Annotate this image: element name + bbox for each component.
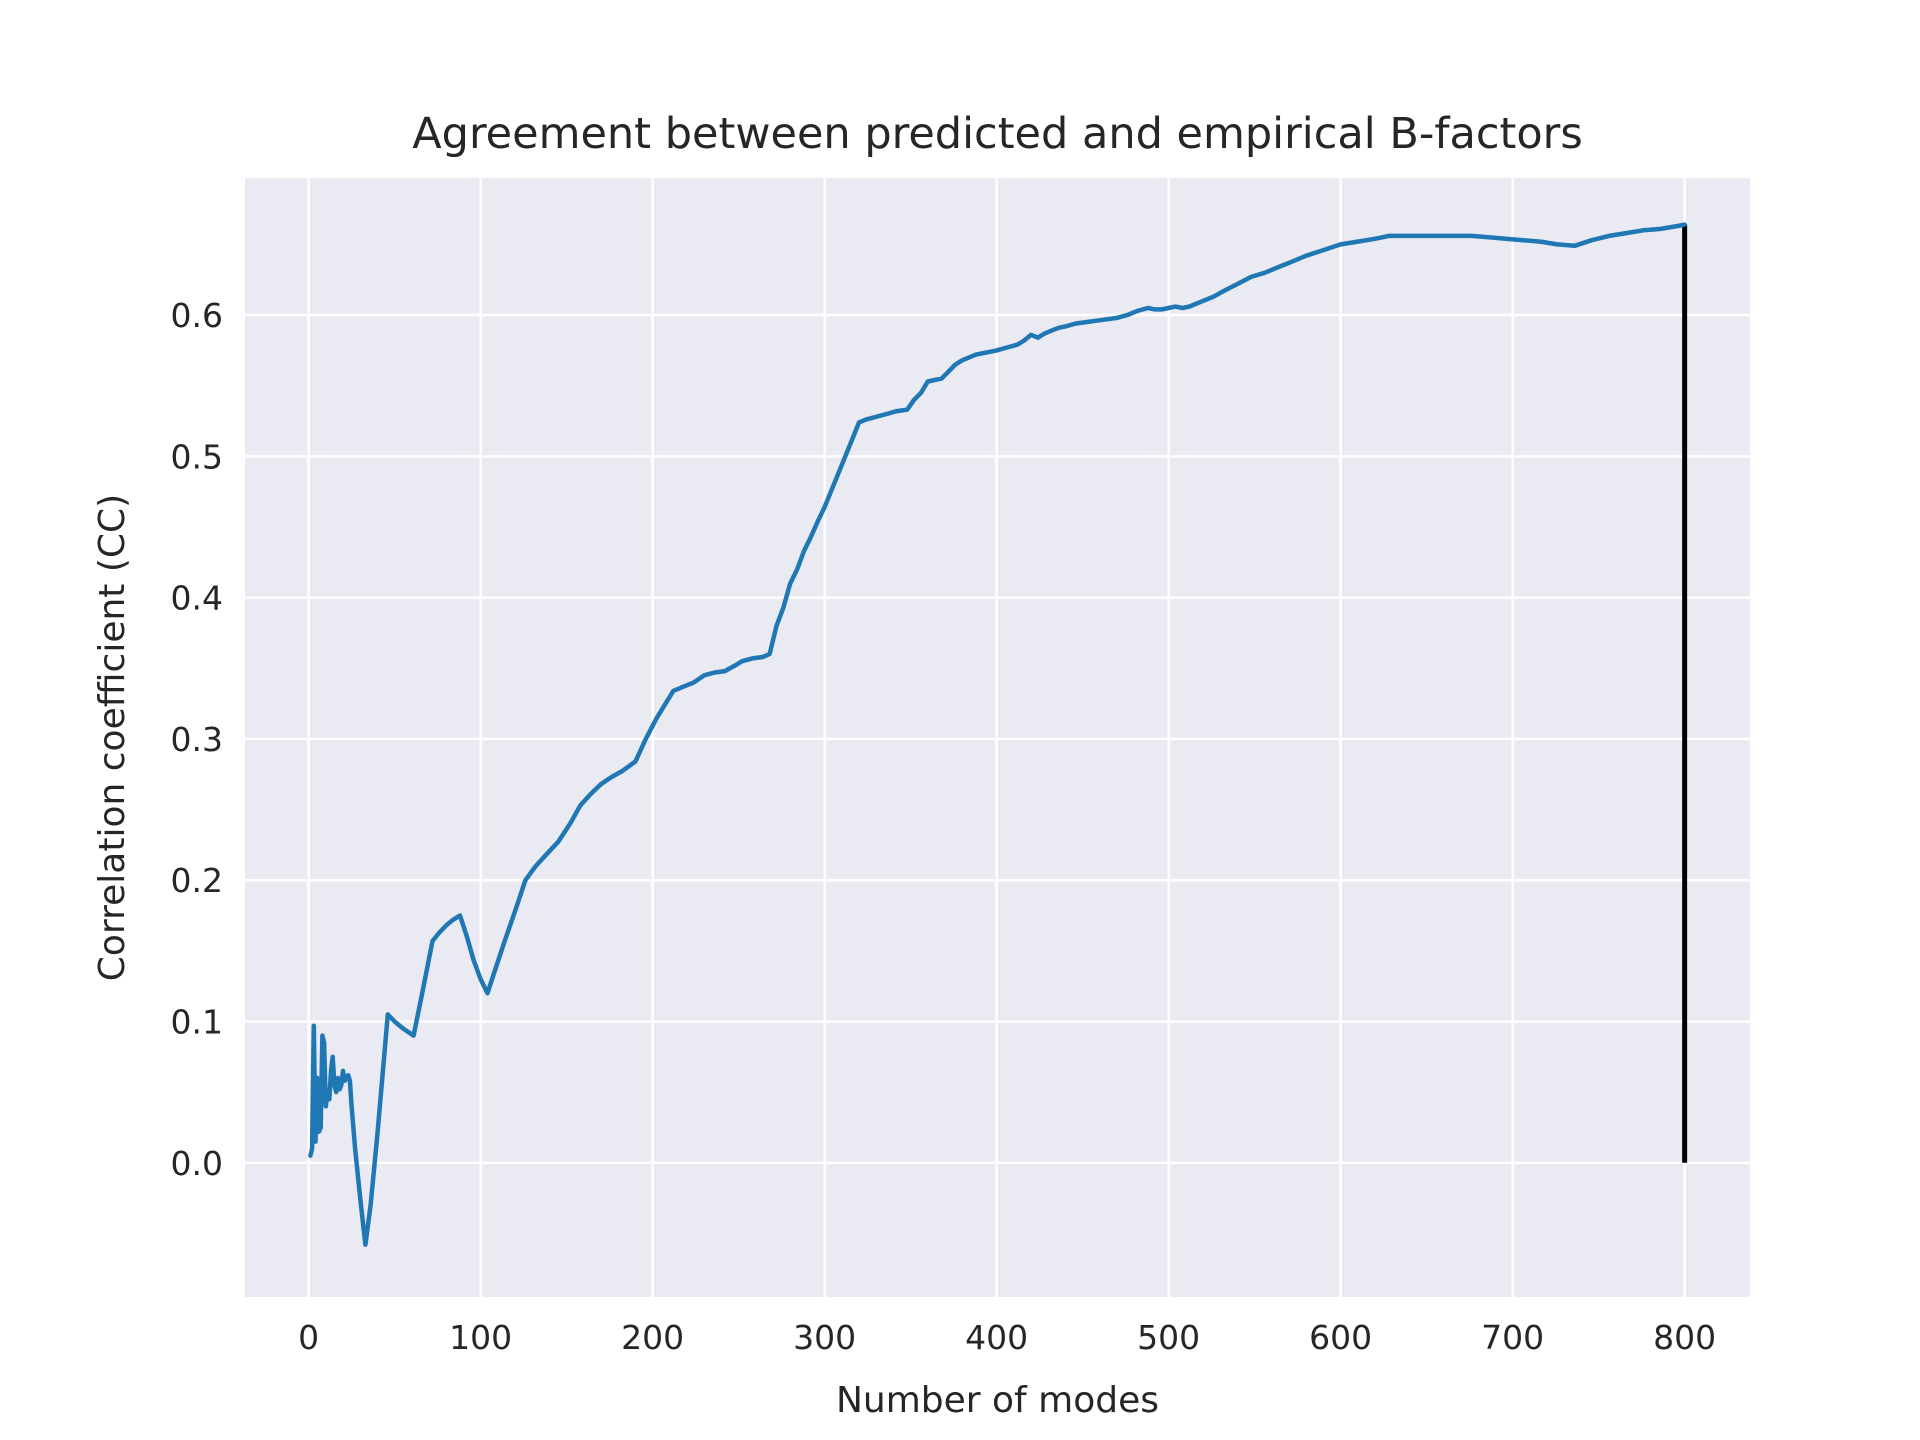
x-tick-label: 100 xyxy=(449,1318,512,1357)
x-tick-label: 200 xyxy=(621,1318,684,1357)
series-group xyxy=(308,222,1688,1247)
x-tick-label: 800 xyxy=(1653,1318,1716,1357)
x-tick-label: 500 xyxy=(1137,1318,1200,1357)
y-tick-label: 0.2 xyxy=(171,861,223,900)
tick-labels: 0 100 200 300 400 500 600 700 800 0.0 0.1 0.2 0.3 0.4… xyxy=(171,296,1717,1357)
x-tick-label: 400 xyxy=(965,1318,1028,1357)
y-tick-label: 0.0 xyxy=(171,1144,223,1183)
x-tick-label: 300 xyxy=(793,1318,856,1357)
x-tick-label: 600 xyxy=(1309,1318,1372,1357)
x-tick-label: 700 xyxy=(1481,1318,1544,1357)
y-axis-label: Correlation coefficient (CC) xyxy=(92,494,133,981)
series-line xyxy=(308,222,1687,1247)
y-tick-label: 0.5 xyxy=(171,437,223,476)
y-tick-label: 0.3 xyxy=(171,720,223,759)
y-tick-label: 0.1 xyxy=(171,1002,223,1041)
x-tick-label: 0 xyxy=(298,1318,319,1357)
chart-title: Agreement between predicted and empirica… xyxy=(412,109,1583,159)
y-tick-label: 0.6 xyxy=(171,296,223,335)
x-axis-label: Number of modes xyxy=(836,1380,1159,1421)
y-tick-label: 0.4 xyxy=(171,579,223,618)
